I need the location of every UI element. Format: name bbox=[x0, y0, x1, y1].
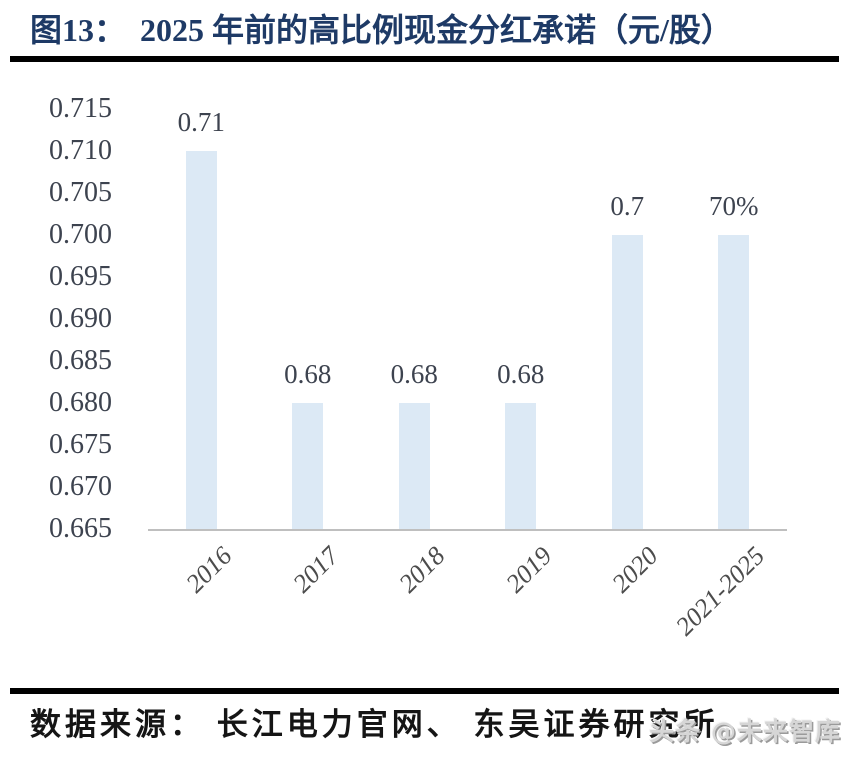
data-source-text: 数据来源： 长江电力官网、 东吴证券研究所 bbox=[30, 707, 719, 742]
bar bbox=[185, 151, 217, 529]
bar-value-label: 0.68 bbox=[284, 359, 332, 389]
bottom-divider bbox=[10, 688, 839, 694]
x-axis-line bbox=[148, 529, 787, 531]
y-axis-tick-label: 0.705 bbox=[49, 177, 112, 208]
x-axis-category-label: 2017 bbox=[286, 541, 345, 599]
bar bbox=[611, 235, 643, 529]
bar-value-label: 70% bbox=[709, 191, 759, 221]
figure-title: 图13： 2025 年前的高比例现金分红承诺（元/股） bbox=[30, 8, 733, 52]
bar-value-label: 0.68 bbox=[497, 359, 545, 389]
y-axis-tick-label: 0.710 bbox=[49, 135, 112, 166]
figure-number-label: 图13： bbox=[30, 12, 127, 48]
x-axis-category-label: 2018 bbox=[393, 541, 451, 599]
bar bbox=[505, 403, 537, 529]
y-axis-tick-label: 0.670 bbox=[49, 471, 112, 502]
figure-title-text: 2025 年前的高比例现金分红承诺（元/股） bbox=[140, 12, 733, 48]
x-axis-category-label: 2019 bbox=[499, 541, 558, 599]
bar bbox=[398, 403, 430, 529]
y-axis-tick-label: 0.715 bbox=[49, 93, 112, 124]
bar bbox=[292, 403, 324, 529]
bar bbox=[718, 235, 750, 529]
y-axis-tick-label: 0.700 bbox=[49, 219, 112, 250]
y-axis-tick-label: 0.695 bbox=[49, 261, 112, 292]
bar-value-label: 0.71 bbox=[177, 107, 225, 137]
x-axis-category-label: 2016 bbox=[180, 541, 238, 599]
y-axis-tick-label: 0.685 bbox=[49, 345, 112, 376]
bar-value-label: 0.7 bbox=[610, 191, 645, 221]
top-divider bbox=[10, 56, 839, 62]
y-axis-tick-label: 0.680 bbox=[49, 387, 112, 418]
y-axis-tick-label: 0.675 bbox=[49, 429, 112, 460]
y-axis-tick-label: 0.690 bbox=[49, 303, 112, 334]
x-axis-category-label: 2020 bbox=[606, 541, 664, 599]
y-axis-tick-label: 0.665 bbox=[49, 513, 112, 544]
watermark-text: 头条 @未来智库 bbox=[649, 717, 841, 746]
x-axis-category-label: 2021-2025 bbox=[670, 541, 771, 642]
bar-value-label: 0.68 bbox=[390, 359, 438, 389]
